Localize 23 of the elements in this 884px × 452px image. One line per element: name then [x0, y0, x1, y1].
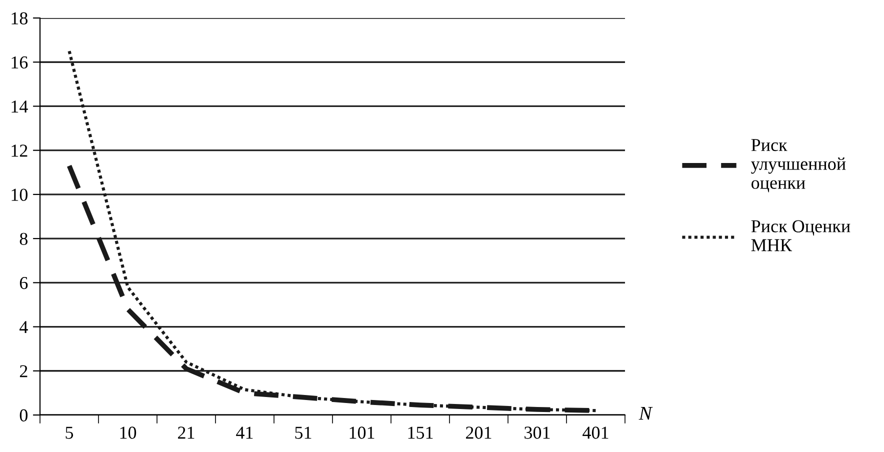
y-tick-label: 6 — [20, 276, 28, 290]
x-tick-label: 51 — [295, 426, 312, 439]
y-tick-label: 14 — [12, 100, 28, 112]
legend-label: Риск Оценки МНК — [751, 220, 850, 252]
y-tick-label: 18 — [12, 12, 28, 24]
x-tick-label: 401 — [582, 426, 608, 439]
x-tick-label: 301 — [524, 426, 550, 439]
legend-label: Риск улучшенной оценки — [751, 139, 846, 192]
y-tick-label: 4 — [20, 321, 28, 334]
y-tick-label: 0 — [20, 409, 28, 422]
x-axis-title: N — [638, 406, 653, 420]
x-tick-label: 41 — [236, 426, 253, 439]
x-tick-label: 10 — [120, 426, 136, 439]
y-tick-label: 12 — [12, 144, 28, 157]
x-tick-label: 5 — [66, 426, 74, 439]
x-tick-label: 21 — [178, 426, 194, 439]
y-tick-label: 8 — [20, 232, 28, 245]
x-tick-label: 151 — [408, 426, 433, 439]
y-tick-label: 2 — [20, 365, 28, 378]
x-tick-label: 201 — [466, 426, 492, 439]
y-tick-label: 10 — [12, 188, 28, 201]
y-tick-label: 16 — [12, 56, 28, 69]
x-tick-label: 101 — [350, 426, 374, 439]
